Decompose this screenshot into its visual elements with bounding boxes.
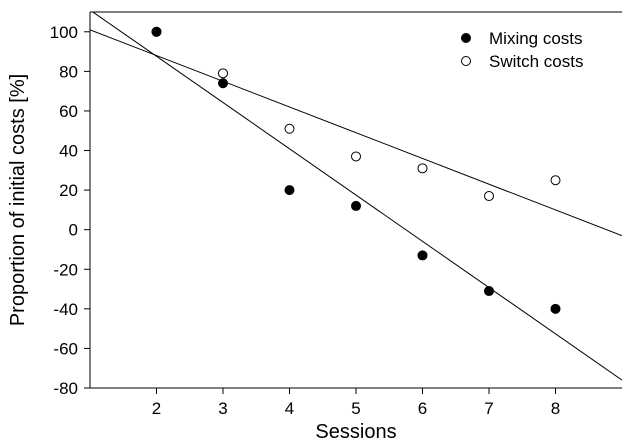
legend-label-mixing-costs: Mixing costs <box>489 29 583 48</box>
switch-costs-point <box>484 191 494 202</box>
x-axis: 2 3 4 5 6 7 8 <box>152 388 560 418</box>
legend-marker-mixing-costs <box>461 33 471 43</box>
mixing-costs-fit-line <box>91 12 622 381</box>
switch-costs-point <box>351 151 361 162</box>
switch-costs-point <box>417 163 428 174</box>
y-tick-label: 20 <box>59 181 78 200</box>
x-tick-label: 2 <box>152 399 161 418</box>
legend-marker-switch-costs <box>461 56 471 66</box>
legend-label-switch-costs: Switch costs <box>489 52 583 71</box>
y-tick-label: 60 <box>59 102 78 121</box>
mixing-costs-point <box>284 185 295 196</box>
switch-costs-point <box>218 68 228 79</box>
x-tick-label: 7 <box>484 399 493 418</box>
mixing-costs-point <box>351 200 361 211</box>
y-axis: -80 -60 -40 -20 0 20 40 60 80 100 <box>50 23 90 398</box>
x-tick-label: 3 <box>218 399 227 418</box>
data-points <box>151 26 561 314</box>
mixing-costs-point <box>218 78 228 89</box>
legend: Mixing costs Switch costs <box>461 29 583 71</box>
x-tick-label: 4 <box>285 399 294 418</box>
y-tick-label: -80 <box>53 379 78 398</box>
switch-costs-point <box>284 123 295 134</box>
mixing-costs-point <box>417 250 428 261</box>
mixing-costs-point <box>550 303 561 314</box>
y-tick-label: 40 <box>59 142 78 161</box>
y-tick-label: -60 <box>53 339 78 358</box>
switch-costs-point <box>550 175 561 186</box>
y-tick-label: 100 <box>50 23 78 42</box>
y-tick-label: -40 <box>53 300 78 319</box>
y-tick-label: 0 <box>69 221 78 240</box>
y-axis-title: Proportion of initial costs [%] <box>7 74 29 326</box>
x-tick-label: 8 <box>551 399 560 418</box>
x-tick-label: 5 <box>351 399 360 418</box>
x-tick-label: 6 <box>418 399 427 418</box>
y-tick-label: 80 <box>59 62 78 81</box>
y-tick-label: -20 <box>53 260 78 279</box>
regression-lines <box>90 12 622 381</box>
mixing-costs-point <box>151 26 162 37</box>
switch-costs-fit-line <box>90 29 622 237</box>
x-axis-title: Sessions <box>315 421 396 443</box>
mixing-costs-point <box>484 286 494 297</box>
